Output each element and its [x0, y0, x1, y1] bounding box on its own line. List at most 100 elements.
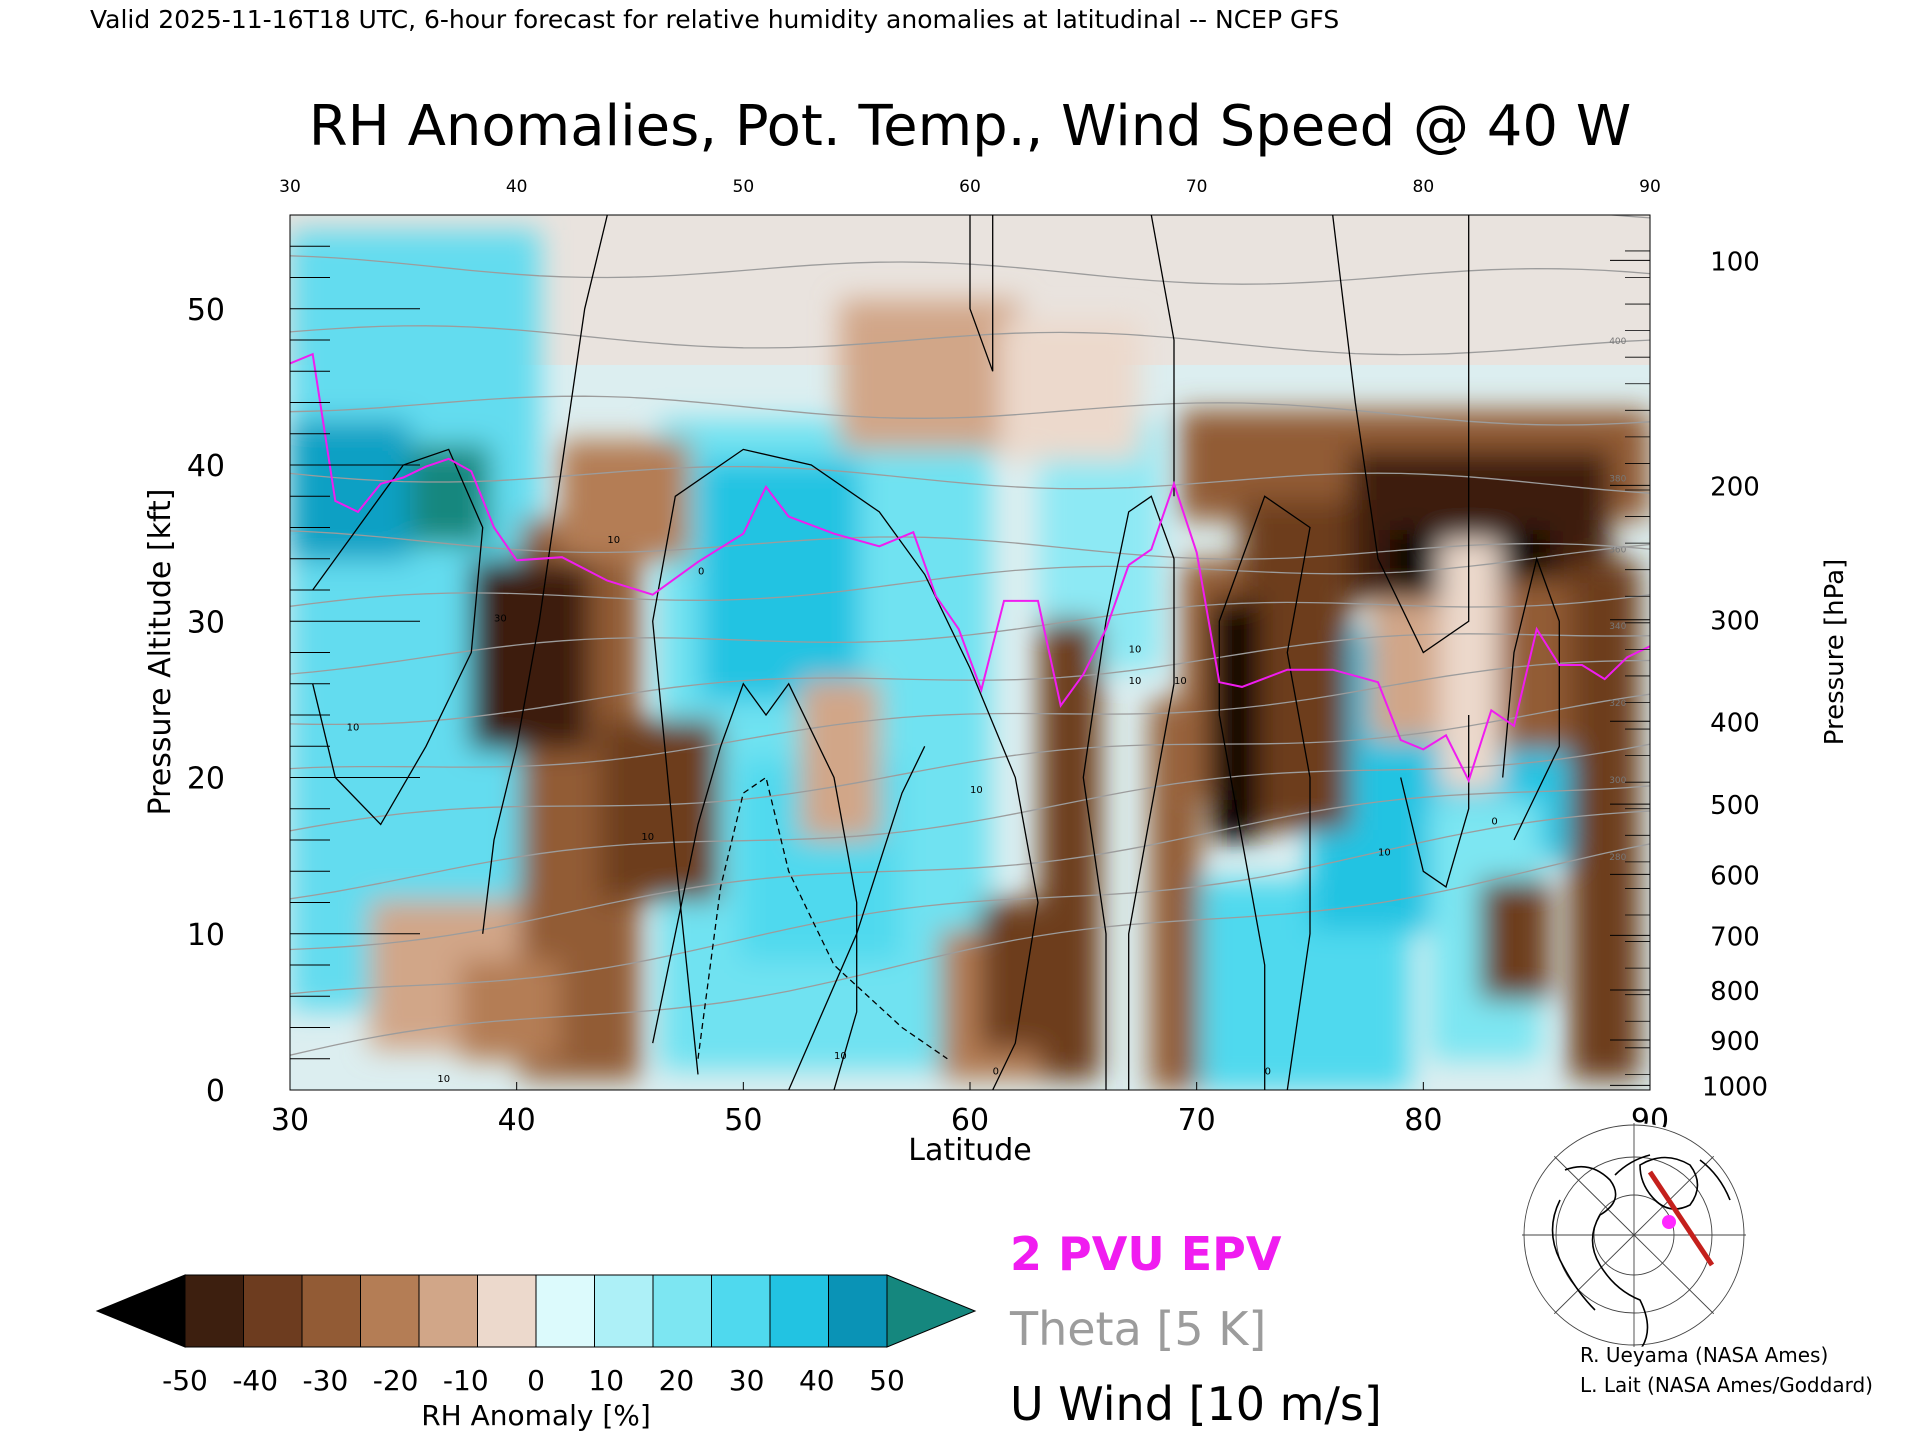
- pressure-tick-label: 700: [1710, 922, 1760, 952]
- moist-region: [290, 420, 410, 560]
- wind-contour-label: 10: [641, 832, 654, 843]
- pressure-tick-label: 200: [1710, 472, 1760, 502]
- colorbar-segment: [769, 1274, 829, 1348]
- legend-theta: Theta [5 K]: [1009, 1302, 1266, 1356]
- theta-contour: [290, 465, 1650, 494]
- dry-region: [600, 720, 720, 900]
- colorbar-tick-label: 30: [729, 1364, 765, 1397]
- dry-region: [1480, 880, 1550, 1000]
- y-tick-label: 0: [206, 1074, 225, 1109]
- x-tick-label: 80: [1404, 1103, 1442, 1138]
- wind-contour-label: 10: [437, 1074, 450, 1085]
- theta-contour: [290, 659, 1650, 770]
- colorbar-tick-label: -10: [443, 1364, 489, 1397]
- wind-contour: [788, 746, 926, 1090]
- colorbar-tick-label: 40: [799, 1364, 835, 1397]
- theta-contour: [290, 743, 1650, 900]
- wind-contour-label: 30: [494, 613, 507, 624]
- chart-title: RH Anomalies, Pot. Temp., Wind Speed @ 4…: [309, 94, 1631, 159]
- top-tick-label: 80: [1413, 177, 1435, 197]
- dry-region: [470, 560, 590, 750]
- pressure-tick-label: 1000: [1702, 1072, 1768, 1102]
- dry-region: [560, 440, 690, 560]
- colorbar-tick-label: 0: [527, 1364, 545, 1397]
- wind-contour-label: 10: [1129, 676, 1142, 687]
- theta-contour-label: 420: [1609, 200, 1626, 210]
- colorbar-tick-label: -20: [373, 1364, 419, 1397]
- colorbar-tick-label: 10: [588, 1364, 624, 1397]
- legend-pv2: 2 PVU EPV: [1010, 1227, 1282, 1281]
- colorbar-high-arrow: [886, 1274, 977, 1348]
- theta-contour: [290, 693, 1650, 832]
- colorbar-segment: [243, 1274, 303, 1348]
- y-tick-label: 40: [187, 449, 225, 484]
- colorbar-segment: [594, 1274, 654, 1348]
- wind-contour: [652, 682, 858, 1090]
- theta-contour: [290, 543, 1650, 607]
- pressure-tick-label: 500: [1710, 791, 1760, 821]
- wind-contour: [1082, 495, 1175, 1090]
- theta-contour: [290, 633, 1650, 726]
- y-tick-label: 20: [187, 762, 225, 797]
- colorbar-segment: [828, 1274, 888, 1348]
- colorbar-segment: [711, 1274, 771, 1348]
- wind-contour-label: 0: [1491, 816, 1497, 827]
- colorbar-label: RH Anomaly [%]: [421, 1399, 651, 1432]
- x-tick-label: 60: [951, 1103, 989, 1138]
- wind-contour-label: 10: [1129, 645, 1142, 656]
- location-marker: [1662, 1215, 1676, 1229]
- colorbar: -50 -40 -30 -20 -10 0 10 20 30 40 50: [95, 1274, 977, 1397]
- x-tick-label: 30: [271, 1103, 309, 1138]
- legend-wind: U Wind [10 m/s]: [1010, 1377, 1382, 1431]
- wind-contour: [1502, 556, 1560, 841]
- axes: 30 40 50 60 70 80 90 30 40 50 60 70 80 900 10 20 30 40 50 1…: [187, 177, 1768, 1138]
- pressure-tick-label: 100: [1710, 247, 1760, 277]
- x-axis-title: Latitude: [908, 1133, 1031, 1168]
- map-coastlines: [1551, 1154, 1731, 1347]
- wind-contour: [1150, 215, 1175, 497]
- theta-contour: [290, 843, 1650, 1056]
- pv2-epv-line: [290, 352, 1650, 784]
- theta-contour-label: 380: [1609, 475, 1626, 485]
- y-tick-label: 50: [187, 293, 225, 328]
- valid-time-line: Valid 2025-11-16T18 UTC, 6-hour forecast…: [90, 5, 1339, 34]
- colorbar-tick-label: -50: [162, 1364, 208, 1397]
- wind-contour: [482, 215, 608, 934]
- pressure-tick-label: 300: [1710, 607, 1760, 637]
- credit-line-1: R. Ueyama (NASA Ames): [1580, 1343, 1828, 1367]
- map-graticule: [1522, 1123, 1746, 1347]
- theta-contour: [290, 530, 1650, 560]
- theta-contour: [290, 810, 1650, 995]
- wind-contour: [312, 448, 484, 826]
- top-tick-label: 30: [279, 177, 301, 197]
- pressure-tick-label: 800: [1710, 977, 1760, 1007]
- moist-region: [700, 460, 860, 700]
- colorbar-segment: [360, 1274, 420, 1348]
- x-tick-label: 50: [724, 1103, 762, 1138]
- wind-contour: [1218, 495, 1311, 1090]
- x-tick-label: 70: [1178, 1103, 1216, 1138]
- wind-contour-label: 10: [970, 785, 983, 796]
- dry-region: [800, 680, 880, 840]
- pressure-tick-label: 600: [1710, 861, 1760, 891]
- wind-contour-label: 0: [993, 1066, 999, 1077]
- theta-contour: [290, 594, 1650, 675]
- colorbar-segment: [418, 1274, 478, 1348]
- credit-line-2: L. Lait (NASA Ames/Goddard): [1580, 1373, 1873, 1397]
- top-tick-label: 50: [733, 177, 755, 197]
- colorbar-segment: [184, 1274, 244, 1348]
- wind-contour-label: 0: [698, 566, 704, 577]
- dry-region: [1570, 560, 1640, 1080]
- rh-anomaly-field: [290, 230, 1650, 1090]
- colorbar-low-arrow: [95, 1274, 186, 1348]
- wind-contour-label: 10: [1378, 848, 1391, 859]
- dry-region: [460, 960, 560, 1060]
- wind-contour-label: 0: [1265, 1066, 1271, 1077]
- theta-contour-label: 400: [1609, 337, 1626, 347]
- wind-contour-label: 10: [607, 535, 620, 546]
- colorbar-tick-label: -30: [303, 1364, 349, 1397]
- top-tick-label: 70: [1186, 177, 1208, 197]
- top-tick-label: 90: [1639, 177, 1661, 197]
- colorbar-segment: [477, 1274, 537, 1348]
